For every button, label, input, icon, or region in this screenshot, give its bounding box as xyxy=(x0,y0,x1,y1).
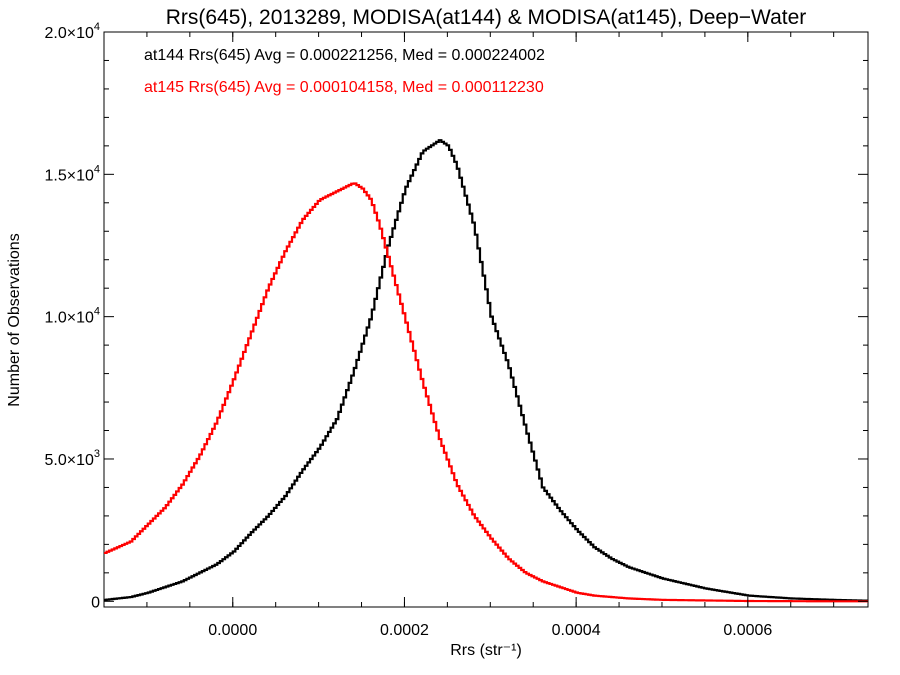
x-tick-label: 0.0002 xyxy=(380,622,429,639)
series-layer xyxy=(104,139,868,603)
x-tick-label: 0.0000 xyxy=(208,622,257,639)
y-tick-label: 0 xyxy=(91,594,100,611)
x-tick-label: 0.0004 xyxy=(552,622,601,639)
plot-area-frame xyxy=(103,31,869,608)
y-tick-label: 2.0×104 xyxy=(44,21,100,42)
annotation-at145: at145 Rrs(645) Avg = 0.000104158, Med = … xyxy=(144,79,544,96)
y-tick-label: 1.0×104 xyxy=(44,306,100,327)
y-tick-label: 1.5×104 xyxy=(44,163,100,184)
y-axis-label: Number of Observations xyxy=(6,233,23,406)
y-tick-label: 5.0×103 xyxy=(44,448,100,469)
y-axis: 0 5.0×103 1.0×104 1.5×104 2.0×104 xyxy=(44,21,868,611)
series-0-histogram-line xyxy=(104,139,868,602)
x-tick-label: 0.0006 xyxy=(723,622,772,639)
x-axis-label: Rrs (str⁻¹) xyxy=(450,642,522,659)
annotation-at144: at144 Rrs(645) Avg = 0.000221256, Med = … xyxy=(144,47,545,64)
x-axis: 0.0000 0.0002 0.0004 0.0006 xyxy=(146,32,835,639)
series-1-histogram-line xyxy=(104,182,868,603)
chart-title: Rrs(645), 2013289, MODISA(at144) & MODIS… xyxy=(166,6,807,29)
